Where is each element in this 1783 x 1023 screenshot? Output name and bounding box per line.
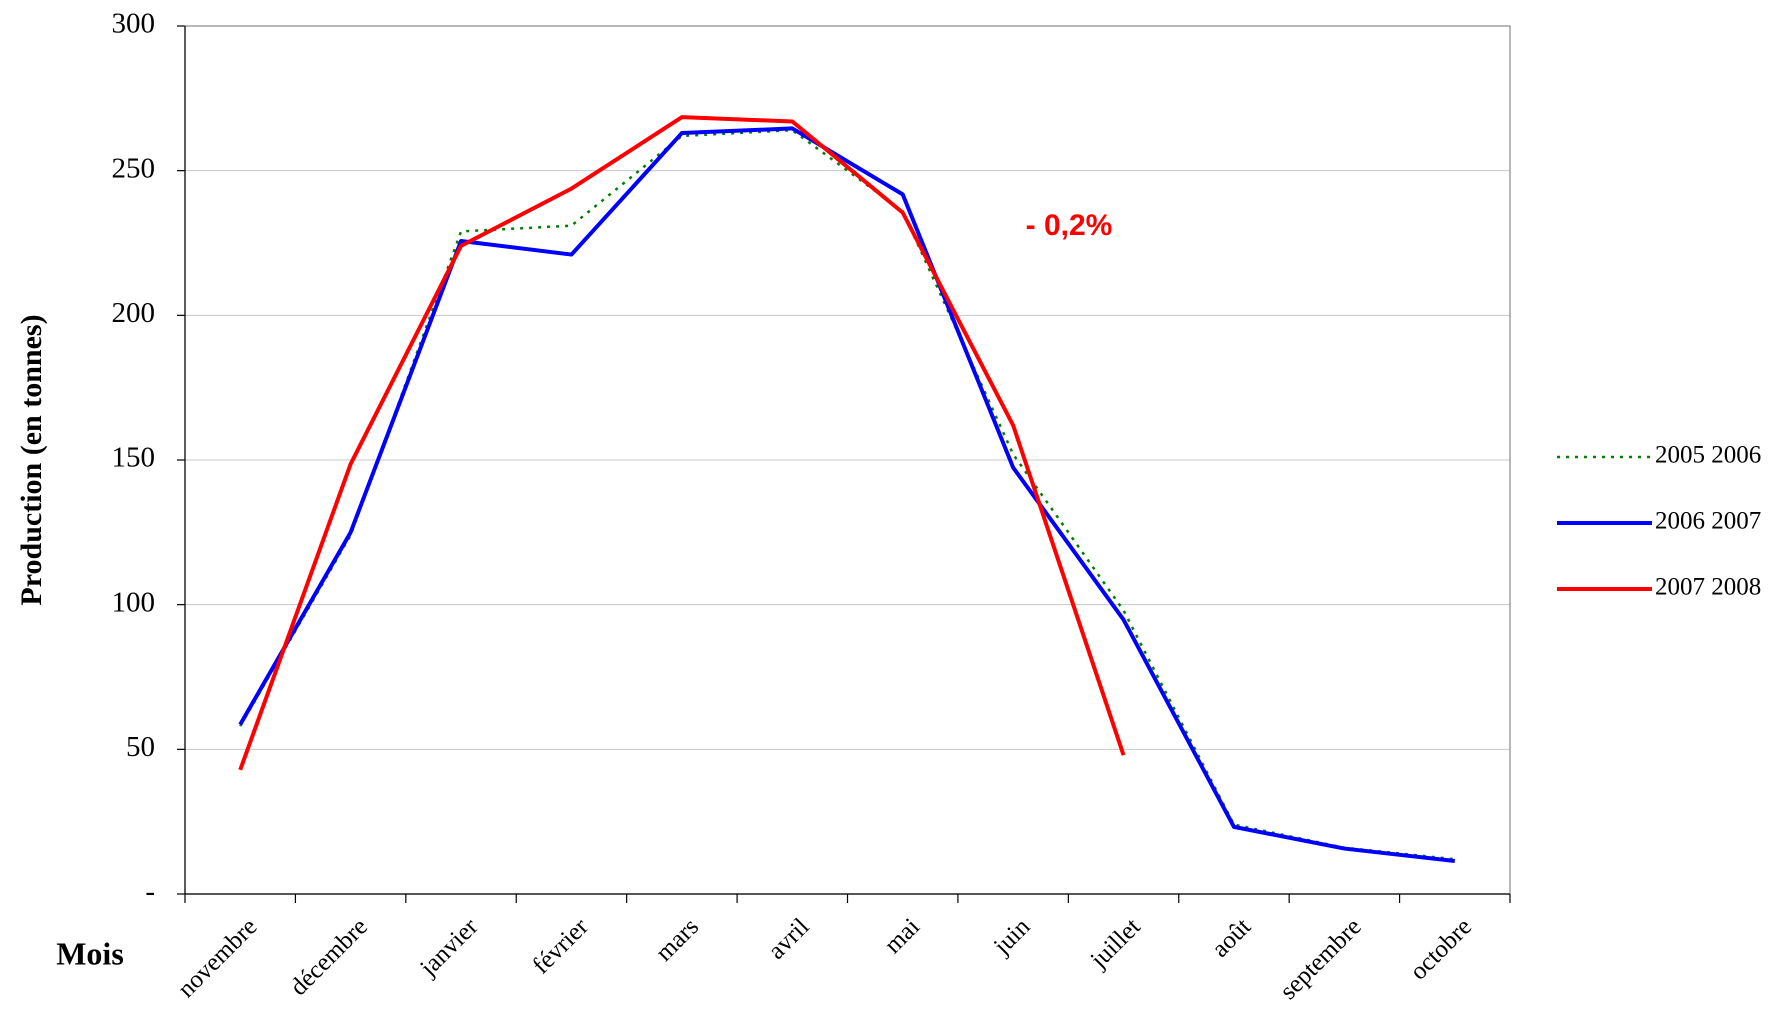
y-tick-label: 200 [112, 297, 156, 329]
x-tick-label: septembre [1275, 913, 1367, 1005]
x-tick-label: janvier [414, 913, 483, 982]
y-tick-label: - [145, 876, 155, 908]
x-tick-label: octobre [1405, 913, 1477, 985]
series-line [238, 115, 1126, 771]
y-axis-title: Production (en tonnes) [15, 314, 48, 605]
y-tick-label: 50 [126, 731, 155, 763]
x-tick-label: mai [879, 913, 925, 959]
annotation: - 0,2% [1026, 209, 1113, 242]
legend-label: 2006 2007 [1655, 508, 1761, 535]
x-tick-label: août [1207, 913, 1257, 963]
y-tick-label: 100 [112, 586, 156, 618]
x-tick-label: juin [988, 913, 1036, 961]
series-line [238, 126, 1456, 864]
x-tick-label: novembre [173, 913, 263, 1003]
y-tick-label: 250 [112, 152, 156, 184]
x-tick-label: février [528, 913, 595, 980]
series-line [239, 128, 1455, 861]
x-tick-label: juillet [1085, 913, 1146, 974]
x-tick-label: avril [763, 913, 815, 965]
x-tick-label: décembre [285, 913, 373, 1001]
y-tick-label: 150 [112, 442, 156, 474]
y-tick-label: 300 [112, 8, 156, 40]
legend-label: 2007 2008 [1655, 574, 1761, 601]
x-axis-title: Mois [56, 935, 124, 971]
legend-label: 2005 2006 [1655, 442, 1761, 469]
x-tick-label: mars [651, 913, 704, 966]
